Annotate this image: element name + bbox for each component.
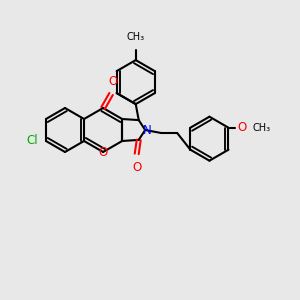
Text: O: O: [98, 146, 108, 158]
Text: N: N: [143, 124, 152, 136]
Text: CH₃: CH₃: [253, 123, 271, 133]
Text: CH₃: CH₃: [127, 32, 145, 42]
Text: O: O: [238, 121, 247, 134]
Text: O: O: [132, 161, 141, 174]
Text: Cl: Cl: [26, 134, 38, 148]
Text: O: O: [109, 75, 118, 88]
